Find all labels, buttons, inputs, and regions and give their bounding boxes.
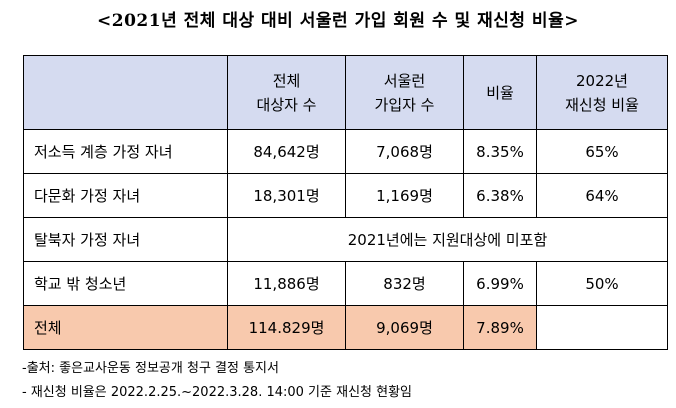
- stats-table: 전체 대상자 수 서울런 가입자 수 비율 2022년 재신청 비율 저소득 계…: [23, 55, 668, 350]
- row-label: 저소득 계층 가정 자녀: [23, 129, 228, 174]
- row-label: 탈북자 가정 자녀: [23, 217, 228, 262]
- table-row: 저소득 계층 가정 자녀 84,642명 7,068명 8.35% 65%: [23, 129, 668, 174]
- total-label: 전체: [23, 305, 228, 350]
- total-cell-reapply: [536, 305, 668, 350]
- cell-total: 84,642명: [227, 129, 346, 174]
- source-note: -출처: 좋은교사운동 정보공개 청구 결정 통지서: [22, 361, 279, 376]
- cell-total: 18,301명: [227, 173, 346, 218]
- table-total-row: 전체 114.829명 9,069명 7.89%: [23, 305, 668, 350]
- cell-joined: 832명: [345, 261, 464, 306]
- header-category: [23, 55, 228, 130]
- row-label: 다문화 가정 자녀: [23, 173, 228, 218]
- table-row: 탈북자 가정 자녀 2021년에는 지원대상에 미포함: [23, 217, 668, 262]
- header-seoullearn-members: 서울런 가입자 수: [345, 55, 464, 130]
- cell-total: 11,886명: [227, 261, 346, 306]
- header-reapply-ratio: 2022년 재신청 비율: [536, 55, 668, 130]
- cell-joined: 7,068명: [345, 129, 464, 174]
- cell-reapply: 64%: [536, 173, 668, 218]
- page-title: <2021년 전체 대상 대비 서울런 가입 회원 수 및 재신청 비율>: [97, 11, 579, 31]
- cell-reapply: 50%: [536, 261, 668, 306]
- reapply-note: - 재신청 비율은 2022.2.25.~2022.3.28. 14:00 기준…: [22, 385, 413, 400]
- total-cell-total: 114.829명: [227, 305, 346, 350]
- table-row: 학교 밖 청소년 11,886명 832명 6.99% 50%: [23, 261, 668, 306]
- row-label: 학교 밖 청소년: [23, 261, 228, 306]
- cell-merged-note: 2021년에는 지원대상에 미포함: [227, 217, 668, 262]
- total-cell-joined: 9,069명: [345, 305, 464, 350]
- table-row: 다문화 가정 자녀 18,301명 1,169명 6.38% 64%: [23, 173, 668, 218]
- header-ratio: 비율: [463, 55, 537, 130]
- table-header-row: 전체 대상자 수 서울런 가입자 수 비율 2022년 재신청 비율: [23, 55, 668, 130]
- header-total-targets: 전체 대상자 수: [227, 55, 346, 130]
- cell-ratio: 6.38%: [463, 173, 537, 218]
- total-cell-ratio: 7.89%: [463, 305, 537, 350]
- cell-ratio: 6.99%: [463, 261, 537, 306]
- cell-ratio: 8.35%: [463, 129, 537, 174]
- cell-reapply: 65%: [536, 129, 668, 174]
- cell-joined: 1,169명: [345, 173, 464, 218]
